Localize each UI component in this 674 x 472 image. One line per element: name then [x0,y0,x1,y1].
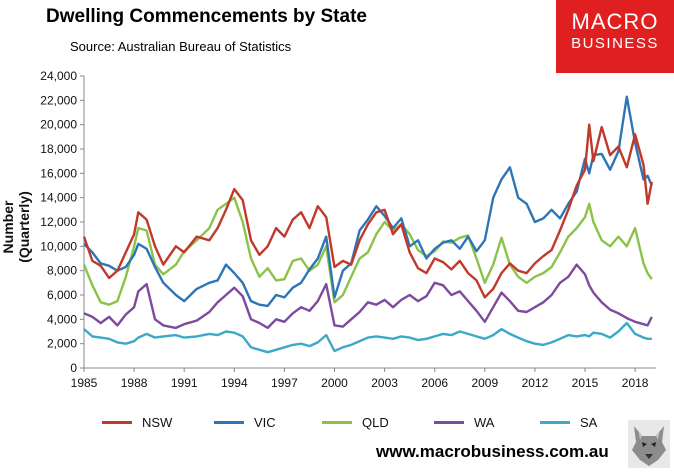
legend-label-sa: SA [580,415,598,430]
x-tick-label: 1994 [221,376,248,390]
y-tick-label: 12,000 [40,215,77,229]
y-tick-label: 8,000 [47,264,77,278]
y-tick-label: 14,000 [40,191,77,205]
legend-swatch-nsw [102,421,132,424]
brand-logo[interactable]: MACRO BUSINESS [556,0,674,73]
chart-title: Dwelling Commencements by State [46,6,367,27]
legend-item-nsw: NSW [102,415,172,430]
line-chart: 0 2,000 4,000 6,000 8,000 10,000 12,000 14,000 1… [40,69,656,390]
series-line-qld [82,196,653,306]
y-tick-label: 22,000 [40,93,77,107]
x-tick-label: 1985 [71,376,98,390]
x-tick-label: 1991 [171,376,198,390]
y-tick-label: 2,000 [47,337,77,351]
x-tick-label: 2000 [321,376,348,390]
x-tick-label: 1997 [271,376,298,390]
y-tick-label: 4,000 [47,312,77,326]
series-line-vic [83,95,653,308]
chart-series [82,95,653,354]
legend-swatch-wa [434,421,464,424]
x-tick-label: 2018 [622,376,649,390]
legend-item-qld: QLD [322,415,389,430]
x-tick-label: 2003 [371,376,398,390]
chart-axes: 0 2,000 4,000 6,000 8,000 10,000 12,000 14,000 1… [40,69,656,390]
website-link[interactable]: www.macrobusiness.com.au [376,442,609,461]
legend-swatch-sa [540,421,570,424]
y-tick-label: 18,000 [40,142,77,156]
logo-line-2: BUSINESS [571,35,659,52]
legend-label-qld: QLD [362,415,389,430]
legend-item-sa: SA [540,415,597,430]
x-tick-label: 1988 [121,376,148,390]
legend-label-wa: WA [474,415,495,430]
legend-label-nsw: NSW [142,415,173,430]
legend-swatch-qld [322,421,352,424]
x-tick-label: 2015 [572,376,599,390]
y-tick-label: 10,000 [40,239,77,253]
y-tick-label: 0 [70,361,77,375]
x-tick-label: 2009 [471,376,498,390]
x-tick-label: 2006 [421,376,448,390]
chart-legend: NSW VIC QLD WA SA [70,415,630,431]
logo-line-1: MACRO [571,9,659,34]
series-line-sa [83,321,652,354]
legend-item-wa: WA [434,415,494,430]
y-tick-label: 20,000 [40,118,77,132]
series-line-wa [83,263,653,330]
y-tick-label: 6,000 [47,288,77,302]
y-tick-label: 16,000 [40,166,77,180]
series-line-nsw [82,123,653,299]
wolf-mascot-icon [628,420,670,468]
x-tick-label: 2012 [522,376,549,390]
source-note: Source: Australian Bureau of Statistics [70,39,292,54]
y-tick-label: 24,000 [40,69,77,83]
legend-swatch-vic [214,421,244,424]
legend-label-vic: VIC [254,415,276,430]
legend-item-vic: VIC [214,415,276,430]
